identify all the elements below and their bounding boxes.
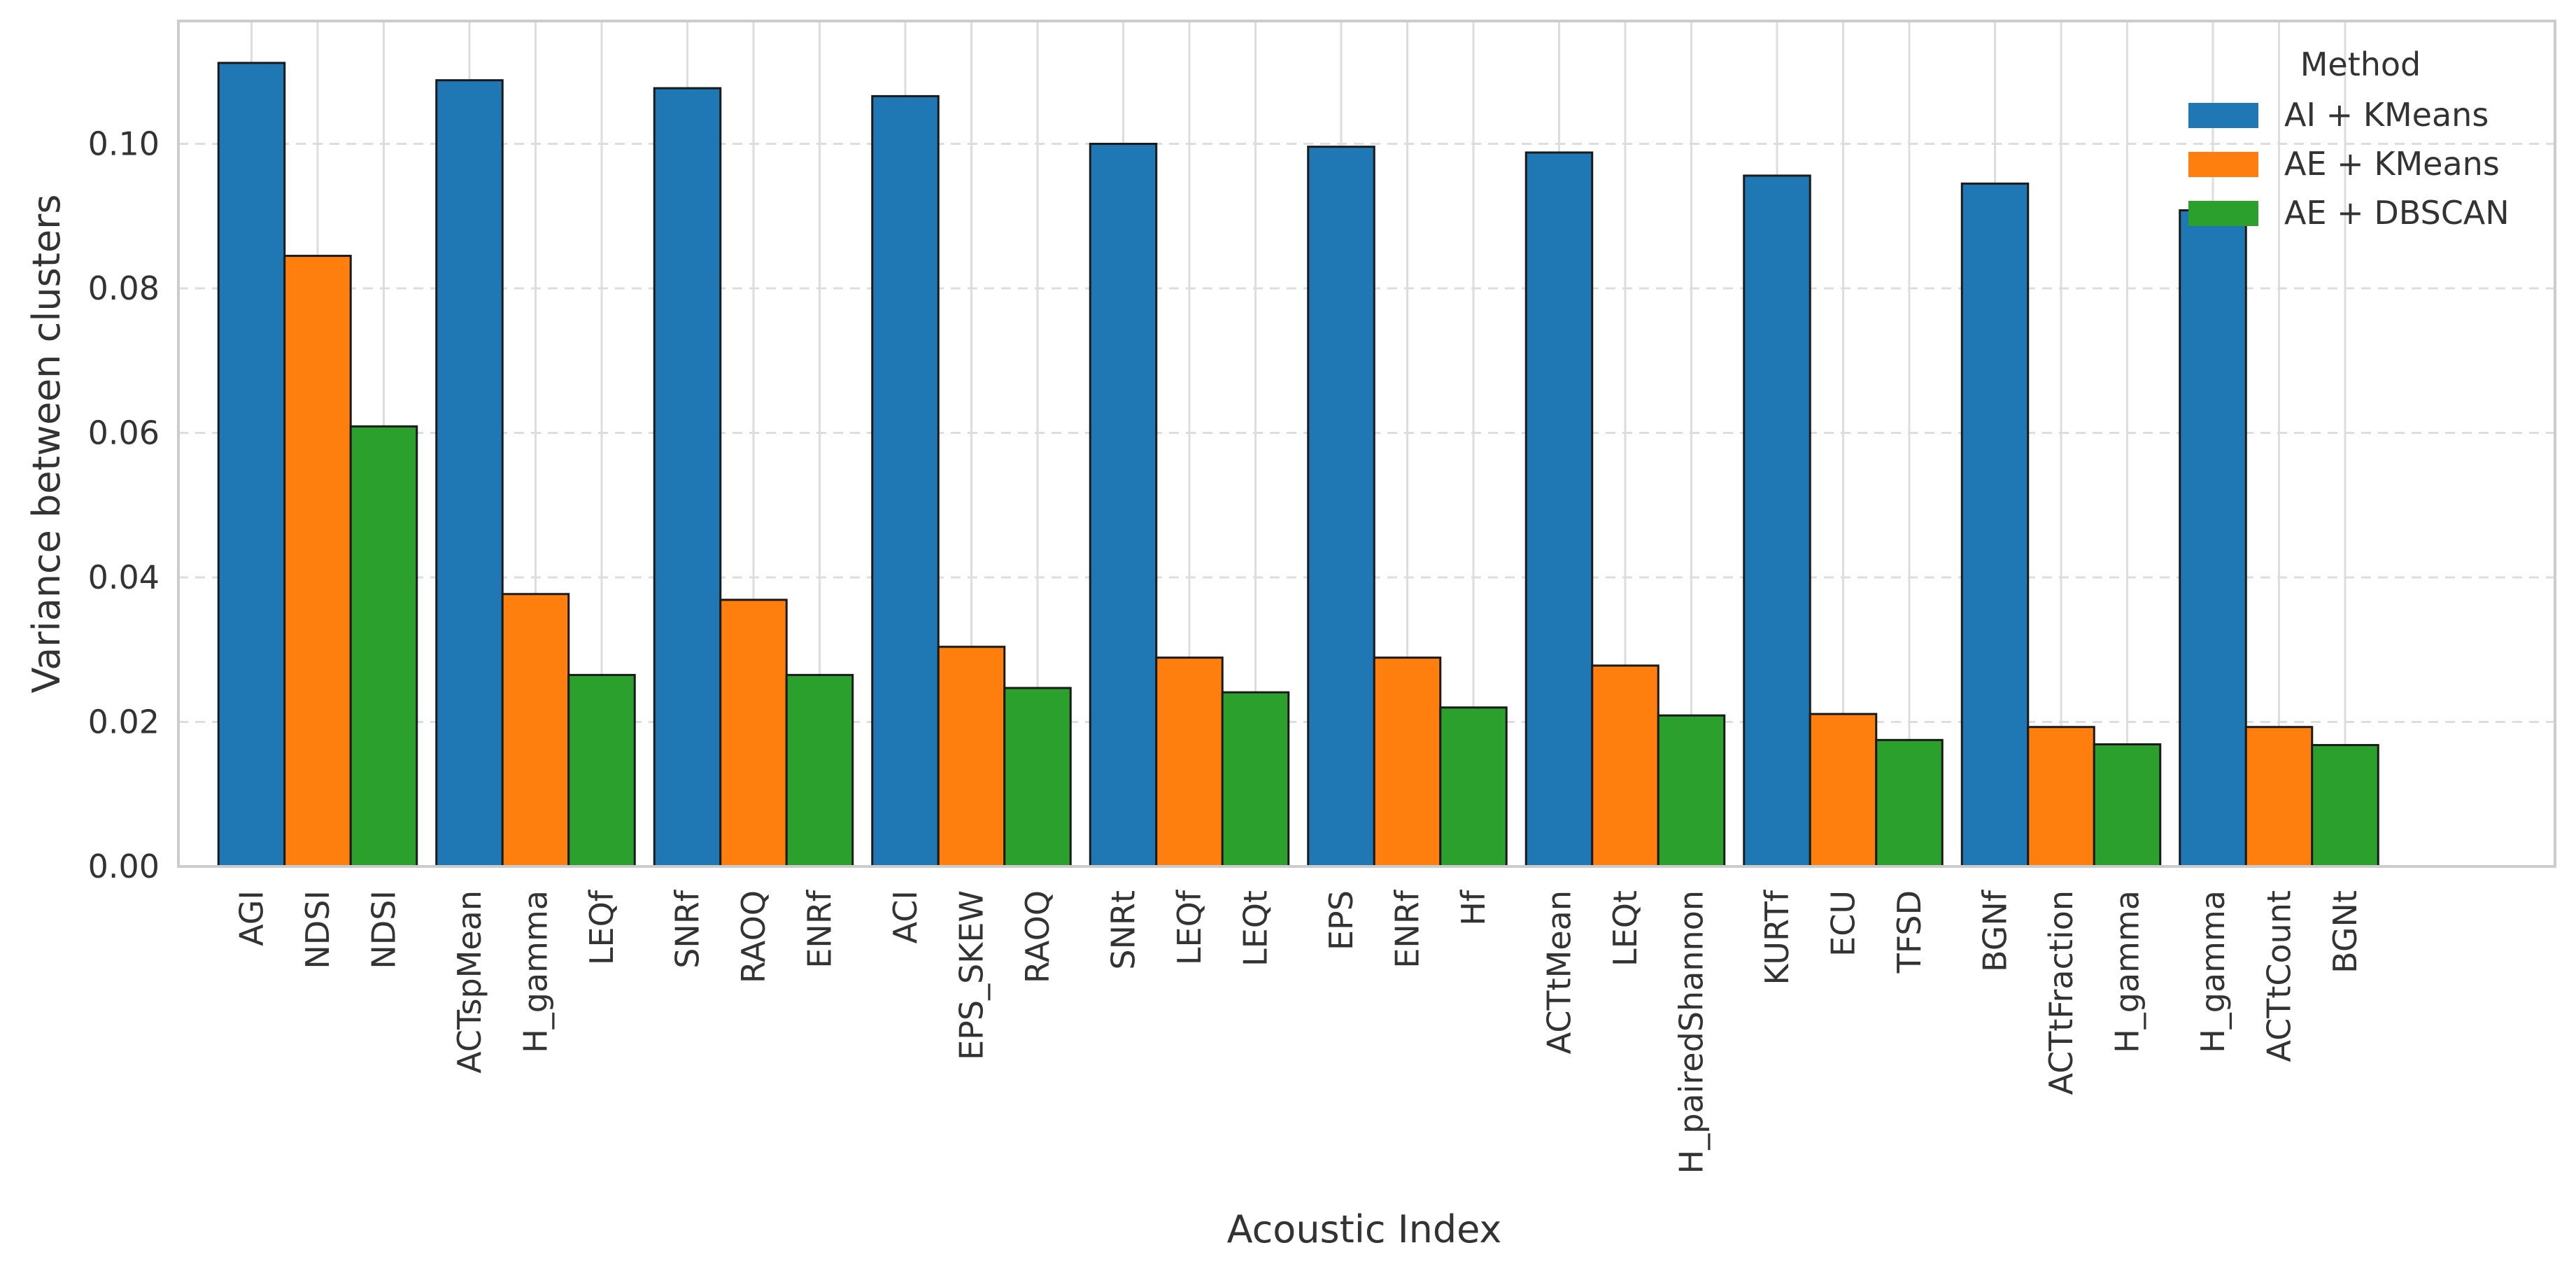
x-tick-label: ACTtCount [2260, 890, 2298, 1062]
x-tick-label: NDSI [365, 890, 403, 969]
x-tick-label: AGI [233, 890, 271, 946]
legend-label: AE + KMeans [2284, 145, 2500, 183]
x-tick-label: RAOQ [735, 890, 772, 983]
x-tick-label: KURTf [1758, 889, 1796, 985]
x-tick-label: BGNt [2326, 890, 2364, 974]
x-tick-label: LEQf [1170, 889, 1208, 965]
bar [283, 255, 352, 868]
bar [1373, 656, 1442, 868]
y-tick-label: 0.04 [88, 559, 160, 596]
y-tick-labels: 0.00 0.02 0.04 0.06 0.08 0.10 [88, 125, 160, 885]
y-tick-label: 0.00 [88, 848, 160, 885]
x-tick-label: ENRf [801, 889, 839, 968]
x-tick-label: NDSI [299, 890, 337, 969]
bar [2179, 209, 2247, 868]
bar [2093, 743, 2162, 868]
bar [567, 673, 636, 868]
x-tick-label: H_pairedShannon [1673, 890, 1711, 1174]
bar [719, 598, 788, 868]
y-tick-label: 0.02 [88, 703, 160, 741]
bar [1875, 738, 1944, 868]
bar [217, 62, 286, 868]
x-tick-label: LEQt [1237, 890, 1275, 967]
legend-swatch [2188, 152, 2258, 177]
x-tick-label: LEQt [1606, 890, 1644, 967]
legend-label: AI + KMeans [2284, 96, 2489, 134]
legend-swatch [2188, 103, 2258, 128]
x-tick-label: Hf [1455, 889, 1492, 926]
bar [653, 87, 722, 868]
bar [1089, 143, 1158, 868]
bar [1743, 174, 1811, 868]
bars-layer [217, 62, 2379, 868]
y-tick-label: 0.08 [88, 269, 160, 307]
x-tick-label: H_gamma [2194, 890, 2232, 1053]
bar [435, 79, 504, 868]
legend: Method AI + KMeans AE + KMeans AE + DBSCAN [2188, 45, 2510, 232]
legend-swatch [2188, 201, 2258, 226]
bar [1439, 706, 1508, 868]
x-tick-label: H_gamma [2109, 890, 2146, 1053]
bar [349, 425, 418, 868]
plot-frame [177, 20, 2556, 868]
x-tick-label: ACI [886, 890, 924, 943]
x-tick-label: ACTspMean [451, 890, 488, 1074]
x-tick-label: SNRt [1105, 890, 1142, 970]
y-tick-label: 0.10 [88, 125, 160, 163]
bar [2027, 726, 2095, 868]
bar [2311, 744, 2379, 868]
x-tick-label: BGNf [1976, 889, 2014, 972]
bar [1960, 182, 2030, 868]
x-tick-label: ACTtMean [1541, 890, 1578, 1054]
bar [1524, 151, 1594, 868]
x-tick-label: EPS_SKEW [953, 890, 991, 1060]
bar [1221, 691, 1290, 868]
legend-title: Method [2300, 45, 2421, 83]
bar [1657, 714, 1726, 868]
x-tick-labels: AGI NDSI NDSI ACTspMean H_gamma LEQf SNRf RAOQ E… [233, 889, 2365, 1174]
bar [1809, 712, 1878, 868]
x-tick-label: LEQf [583, 889, 621, 965]
x-tick-label: SNRf [669, 889, 707, 969]
bar [1155, 656, 1224, 868]
legend-label: AE + DBSCAN [2284, 194, 2510, 232]
y-tick-label: 0.06 [88, 414, 160, 452]
x-tick-label: ENRf [1389, 889, 1427, 968]
x-tick-label: TFSD [1890, 890, 1928, 974]
x-tick-label: RAOQ [1019, 890, 1056, 983]
bar [871, 94, 940, 868]
x-tick-label: ECU [1825, 890, 1862, 957]
y-axis-label: Variance between clusters [24, 195, 69, 694]
bar [1307, 146, 1375, 868]
bar [2244, 726, 2314, 868]
bar [1591, 664, 1659, 868]
bar [785, 673, 854, 868]
x-tick-label: EPS [1322, 890, 1360, 950]
bar [937, 645, 1006, 868]
x-tick-label: ACTtFraction [2042, 890, 2080, 1095]
x-tick-label: H_gamma [517, 890, 555, 1053]
bar [501, 593, 570, 868]
x-axis-label: Acoustic Index [1227, 1207, 1502, 1251]
bar [1003, 687, 1072, 868]
